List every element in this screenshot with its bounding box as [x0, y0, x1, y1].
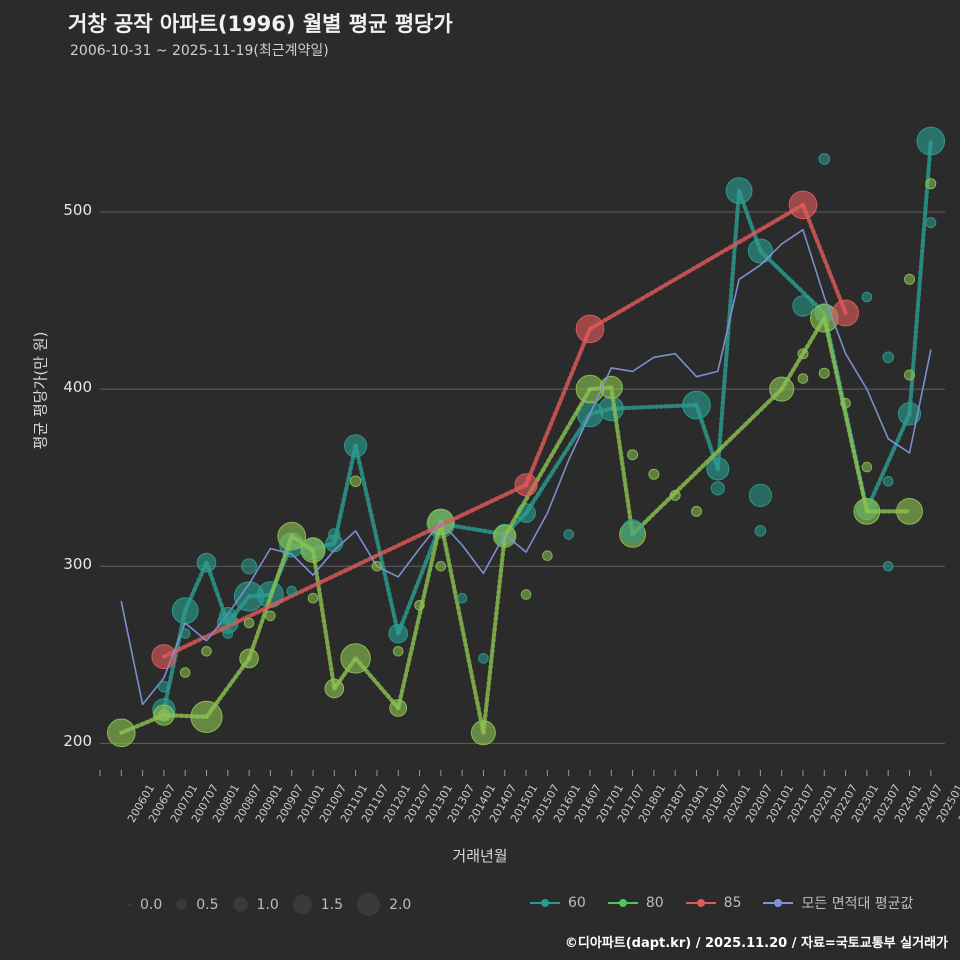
legend-series-swatch-icon	[763, 897, 794, 909]
y-tick-label: 200	[63, 732, 92, 751]
footer-credit: ©디아파트(dapt.kr) / 2025.11.20 / 자료=국토교통부 실…	[564, 936, 948, 951]
legend-size-label: 1.0	[256, 896, 279, 913]
x-axis-ticks	[99, 770, 932, 776]
series-모든 면적대 평균값	[120, 228, 932, 706]
legend-series-label: 모든 면적대 평균값	[801, 896, 914, 912]
legend-size-label: 0.0	[140, 896, 163, 913]
legend-series-label: 80	[645, 895, 664, 911]
page-title: 거창 공작 아파트(1996) 월별 평균 평당가	[68, 12, 453, 36]
x-axis-title: 거래년월	[452, 847, 508, 865]
legend-series-swatch-icon	[607, 897, 638, 909]
y-tick-label: 300	[63, 555, 92, 574]
legend-size-label: 0.5	[196, 896, 219, 913]
legend-size-dot-icon	[232, 897, 248, 912]
series-85	[151, 190, 859, 670]
legend-size-dot-icon	[292, 895, 312, 914]
legend-size-dot-icon	[176, 899, 188, 910]
series-80	[107, 304, 923, 748]
legend-series-swatch-icon	[530, 897, 560, 909]
y-tick-label: 400	[63, 378, 92, 397]
legend-series-item-80[interactable]: 80	[607, 895, 664, 911]
y-tick-label: 500	[63, 201, 92, 219]
y-axis-title: 평균 평당가(만 원)	[31, 331, 50, 450]
scatter-points	[158, 153, 937, 721]
legend-size-dot-icon	[128, 903, 131, 906]
legend-series-label: 60	[568, 895, 586, 911]
legend-size-label: 2.0	[389, 896, 412, 913]
legend-series-item-60[interactable]: 60	[530, 895, 586, 911]
legend-size-item: 0.0	[128, 897, 176, 913]
legend-size-item: 1.0	[232, 896, 293, 913]
legend-series-swatch-icon	[685, 897, 716, 909]
legend-size-label: 1.5	[320, 896, 344, 913]
legend-size-scale: 0.0 0.5 1.0 1.5 2.0	[128, 893, 425, 916]
legend-series-item-모든 면적대 평균값[interactable]: 모든 면적대 평균값	[763, 893, 913, 913]
legend-series-label: 85	[723, 895, 742, 911]
legend-size-dot-icon	[357, 893, 381, 916]
page-subtitle: 2006-10-31 ~ 2025-11-19(최근계약일)	[70, 43, 329, 59]
legend-series: 60 80 85 모든 면적대 평균값	[530, 893, 935, 913]
legend-size-item: 0.5	[176, 897, 232, 913]
legend-size-item: 1.5	[292, 895, 357, 914]
legend-series-item-85[interactable]: 85	[685, 895, 742, 911]
chart-legend: 0.0 0.5 1.0 1.5 2.0 60 80 85 모든 면적대 평균값	[0, 893, 960, 923]
legend-size-item: 2.0	[357, 893, 425, 916]
